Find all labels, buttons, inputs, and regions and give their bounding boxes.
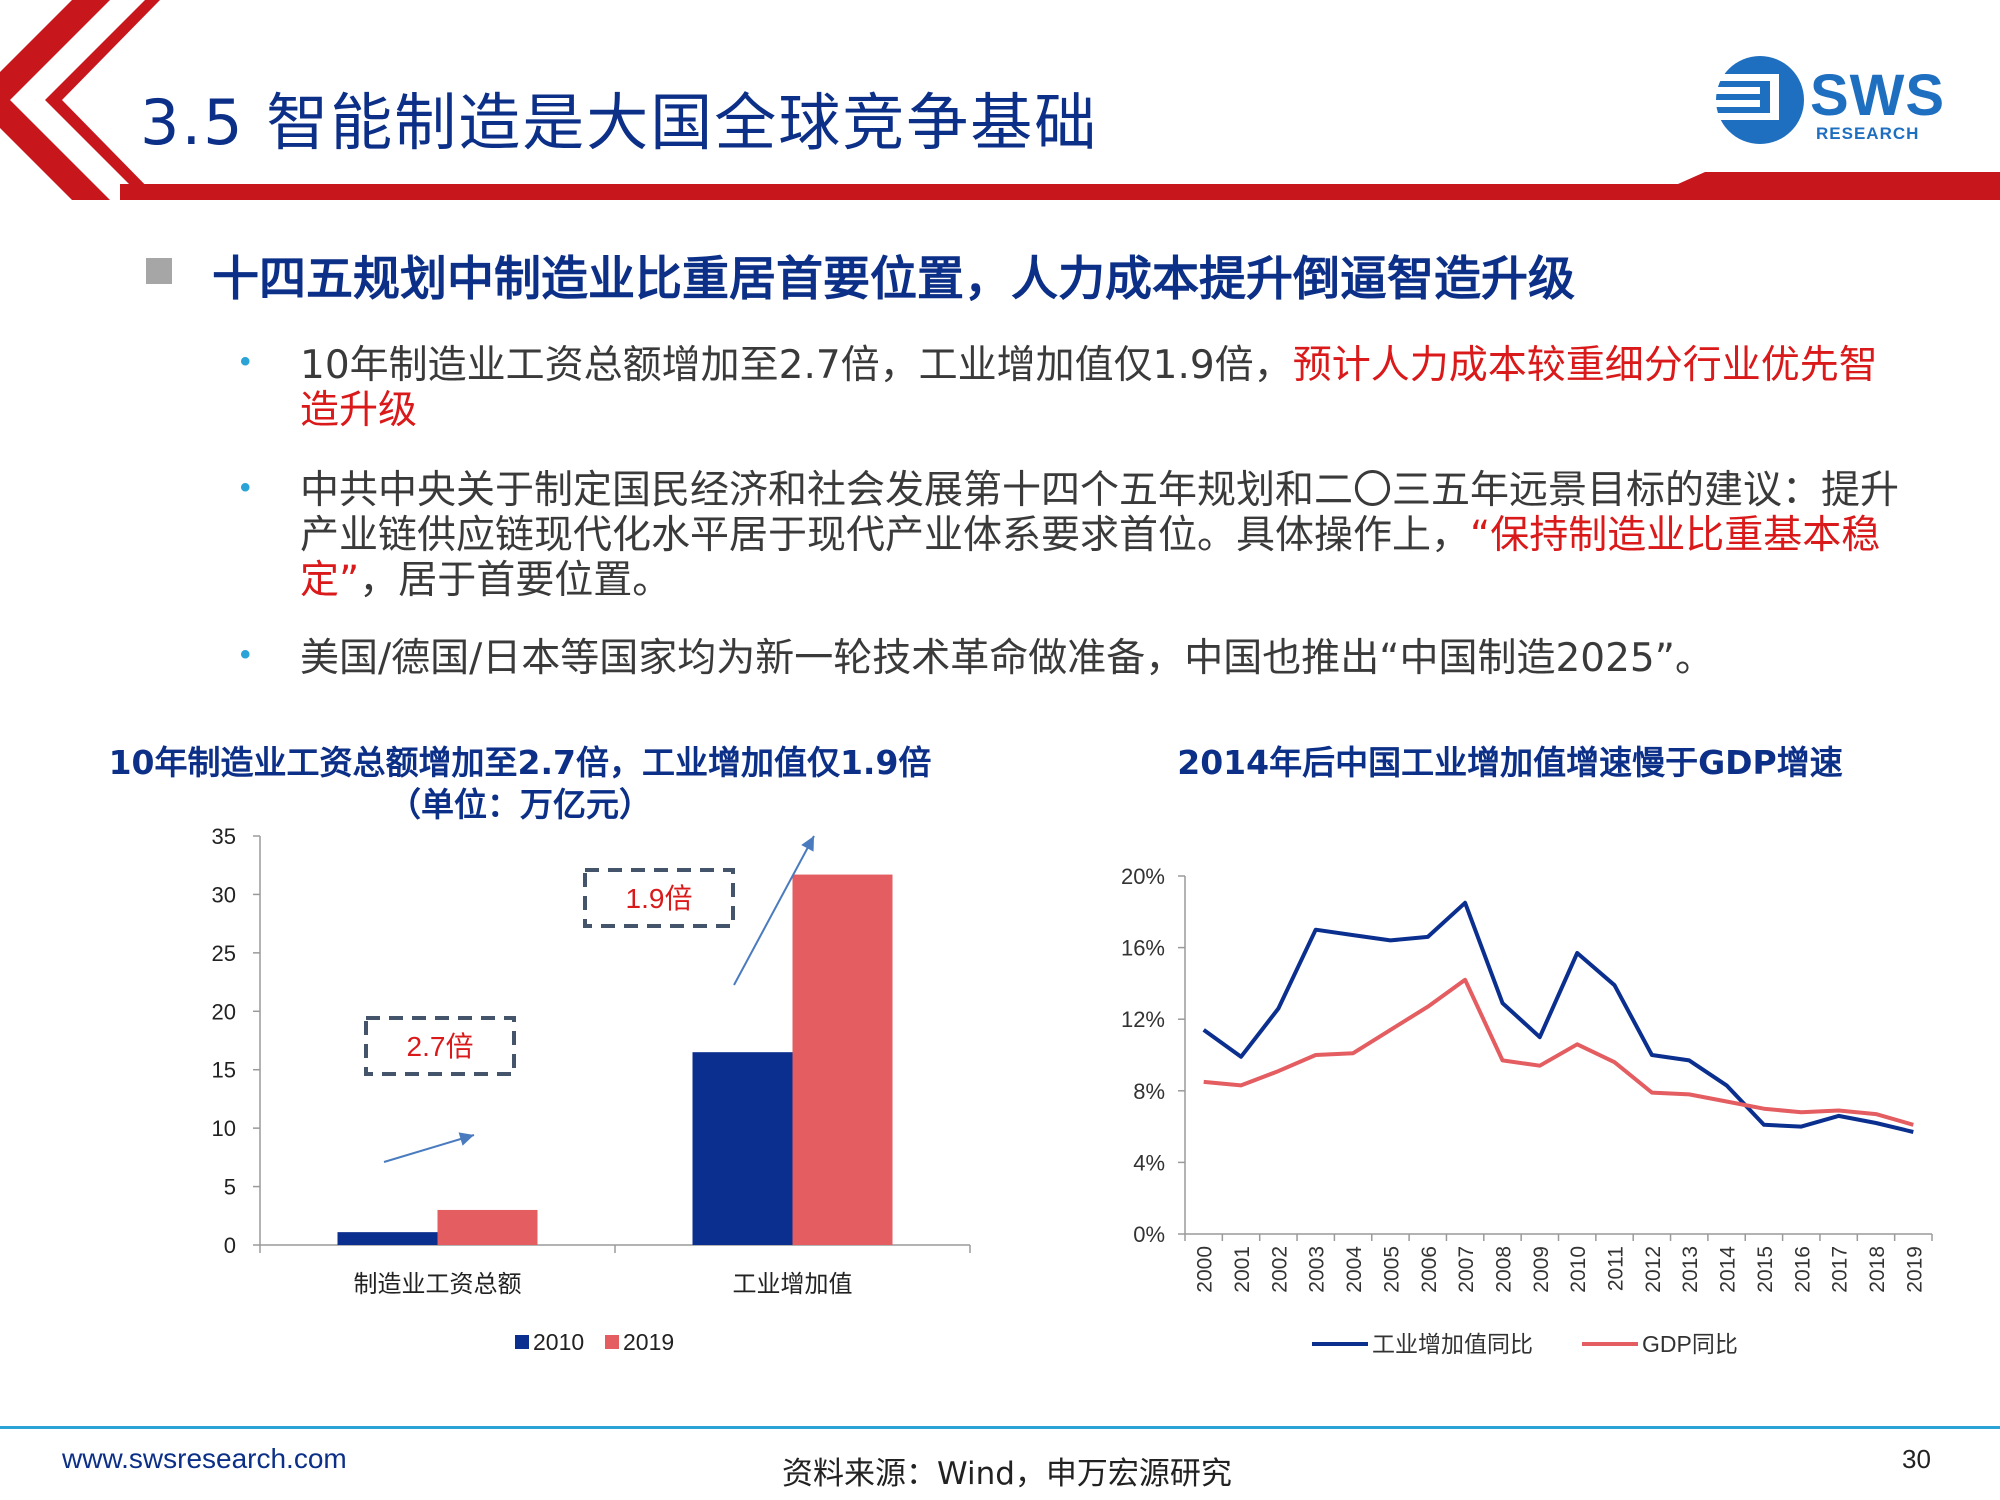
- line-x-tick-label: 2012: [1642, 1246, 1665, 1293]
- bar-legend-label: 2010: [533, 1329, 584, 1355]
- line-x-tick-label: 2003: [1306, 1246, 1329, 1293]
- bar-category-label: 制造业工资总额: [354, 1271, 522, 1298]
- bar-y-tick-label: 5: [224, 1175, 236, 1200]
- line-x-tick-label: 2005: [1380, 1246, 1403, 1293]
- line-x-tick-label: 2001: [1231, 1246, 1254, 1293]
- annotation-box: [583, 868, 735, 928]
- bar-y-tick-label: 15: [212, 1058, 236, 1083]
- line-y-tick-label: 16%: [1121, 936, 1165, 961]
- bar-legend-label: 2019: [623, 1329, 674, 1355]
- line-chart-title: 2014年后中国工业增加值增速慢于GDP增速: [1177, 743, 1843, 782]
- bullet-2-tail: ，居于首要位置。: [359, 558, 672, 603]
- line-y-tick-label: 12%: [1121, 1007, 1165, 1032]
- bullet-2-highlight: “保持制造业比重基本稳定”: [300, 513, 1881, 603]
- line-legend-label: GDP同比: [1642, 1331, 1738, 1357]
- annotation-box: [364, 1016, 516, 1076]
- bar-2019-0: [437, 1209, 538, 1245]
- header-white-chevron: [10, 0, 145, 200]
- bullet-dot-icon: •: [240, 638, 251, 671]
- line-x-tick-label: 2002: [1268, 1246, 1291, 1293]
- bullet-dot-icon: •: [240, 471, 251, 504]
- series-line-GDP同比: [1203, 977, 1914, 1127]
- line-x-tick-label: 2007: [1455, 1246, 1478, 1293]
- line-y-tick-label: 20%: [1121, 864, 1165, 889]
- globe-icon: [1716, 56, 1804, 144]
- line-x-tick-label: 2008: [1492, 1246, 1515, 1293]
- section-heading: 十四五规划中制造业比重居首要位置，人力成本提升倒逼智造升级: [212, 252, 1575, 307]
- bar-y-tick-label: 10: [212, 1116, 236, 1141]
- footer-divider: [0, 1426, 2000, 1429]
- bullet-1: 10年制造业工资总额增加至2.7倍，工业增加值仅1.9倍，预计人力成本较重细分行…: [300, 343, 1910, 433]
- arrow-head-icon: [801, 836, 814, 852]
- bar-y-tick-label: 35: [212, 824, 236, 849]
- line-x-tick-label: 2010: [1567, 1246, 1590, 1293]
- series-line-工业增加值同比: [1202, 900, 1914, 1134]
- header-red-chevron: [0, 0, 160, 200]
- line-legend-label: 工业增加值同比: [1372, 1331, 1533, 1357]
- line-x-tick-label: 2013: [1679, 1246, 1702, 1293]
- line-x-tick-label: 2006: [1418, 1246, 1441, 1293]
- bar-2010-0: [337, 1232, 438, 1245]
- logo-subtext: RESEARCH: [1816, 124, 1920, 143]
- bullet-2-text: 中共中央关于制定国民经济和社会发展第十四个五年规划和二〇三五年远景目标的建议：提…: [300, 468, 1900, 558]
- logo-text: SWS: [1810, 63, 1946, 128]
- line-x-tick-label: 2009: [1530, 1246, 1553, 1293]
- arrow-head-icon: [458, 1132, 474, 1146]
- footer-url: www.swsresearch.com: [62, 1443, 347, 1474]
- annotation-label: 2.7倍: [407, 1031, 474, 1062]
- footer-source: 资料来源：Wind，申万宏源研究: [782, 1456, 1232, 1492]
- line-y-tick-label: 4%: [1133, 1150, 1165, 1175]
- page-number: 30: [1902, 1444, 1931, 1474]
- bullet-3-text: 美国/德国/日本等国家均为新一轮技术革命做准备，中国也推出“中国制造2025”。: [300, 636, 1714, 681]
- line-x-tick-label: 2000: [1194, 1246, 1217, 1293]
- bar-y-tick-label: 30: [212, 882, 236, 907]
- bar-legend-swatch: [515, 1335, 529, 1349]
- bar-2010-1: [692, 1052, 793, 1245]
- bar-y-tick-label: 0: [224, 1233, 236, 1258]
- bullet-3: 美国/德国/日本等国家均为新一轮技术革命做准备，中国也推出“中国制造2025”。: [300, 636, 1910, 681]
- bar-chart: 0 5 10 15 20 25 30 35 制造业工资总额 工业增加值 2010 2019 2.7倍 1.…: [212, 824, 971, 1355]
- annotation-arrow-line: [733, 835, 815, 986]
- sws-logo: SWS RESEARCH: [1712, 50, 1962, 150]
- line-y-tick-label: 0%: [1133, 1222, 1165, 1247]
- line-x-tick-label: 2015: [1754, 1246, 1777, 1293]
- line-x-tick-label: 2019: [1903, 1246, 1926, 1293]
- line-x-tick-label: 2014: [1717, 1246, 1740, 1293]
- bullet-1-text: 10年制造业工资总额增加至2.7倍，工业增加值仅1.9倍，: [300, 343, 1293, 388]
- line-chart: 0% 4% 8% 12% 16% 20% 2000 2001 2002 2003 2004 2005 2…: [1121, 864, 1933, 1357]
- bar-2019-1: [792, 874, 893, 1245]
- line-x-tick-label: 2017: [1829, 1246, 1852, 1293]
- line-x-tick-label: 2004: [1343, 1246, 1366, 1293]
- header-red-bar: [120, 172, 2000, 200]
- line-x-tick-label: 2018: [1866, 1246, 1889, 1293]
- bar-legend-swatch: [605, 1335, 619, 1349]
- bullet-2: 中共中央关于制定国民经济和社会发展第十四个五年规划和二〇三五年远景目标的建议：提…: [300, 468, 1910, 603]
- section-square-icon: [146, 258, 172, 284]
- annotation-arrow-line: [383, 1134, 475, 1163]
- bar-category-label: 工业增加值: [733, 1271, 853, 1298]
- bar-chart-subtitle: （单位：万亿元）: [388, 785, 652, 824]
- slide-title: 3.5 智能制造是大国全球竞争基础: [140, 86, 1099, 159]
- bullet-dot-icon: •: [240, 345, 251, 378]
- bar-y-tick-label: 20: [212, 999, 236, 1024]
- bar-chart-title: 10年制造业工资总额增加至2.7倍，工业增加值仅1.9倍: [108, 743, 932, 782]
- annotation-label: 1.9倍: [626, 883, 693, 914]
- line-y-tick-label: 8%: [1133, 1079, 1165, 1104]
- header-decoration: [0, 0, 2000, 200]
- bullet-1-highlight: 预计人力成本较重细分行业优先智造升级: [300, 343, 1878, 433]
- line-x-tick-label: 2016: [1791, 1246, 1814, 1293]
- line-x-tick-label: 2011: [1605, 1246, 1628, 1291]
- bar-y-tick-label: 25: [212, 941, 236, 966]
